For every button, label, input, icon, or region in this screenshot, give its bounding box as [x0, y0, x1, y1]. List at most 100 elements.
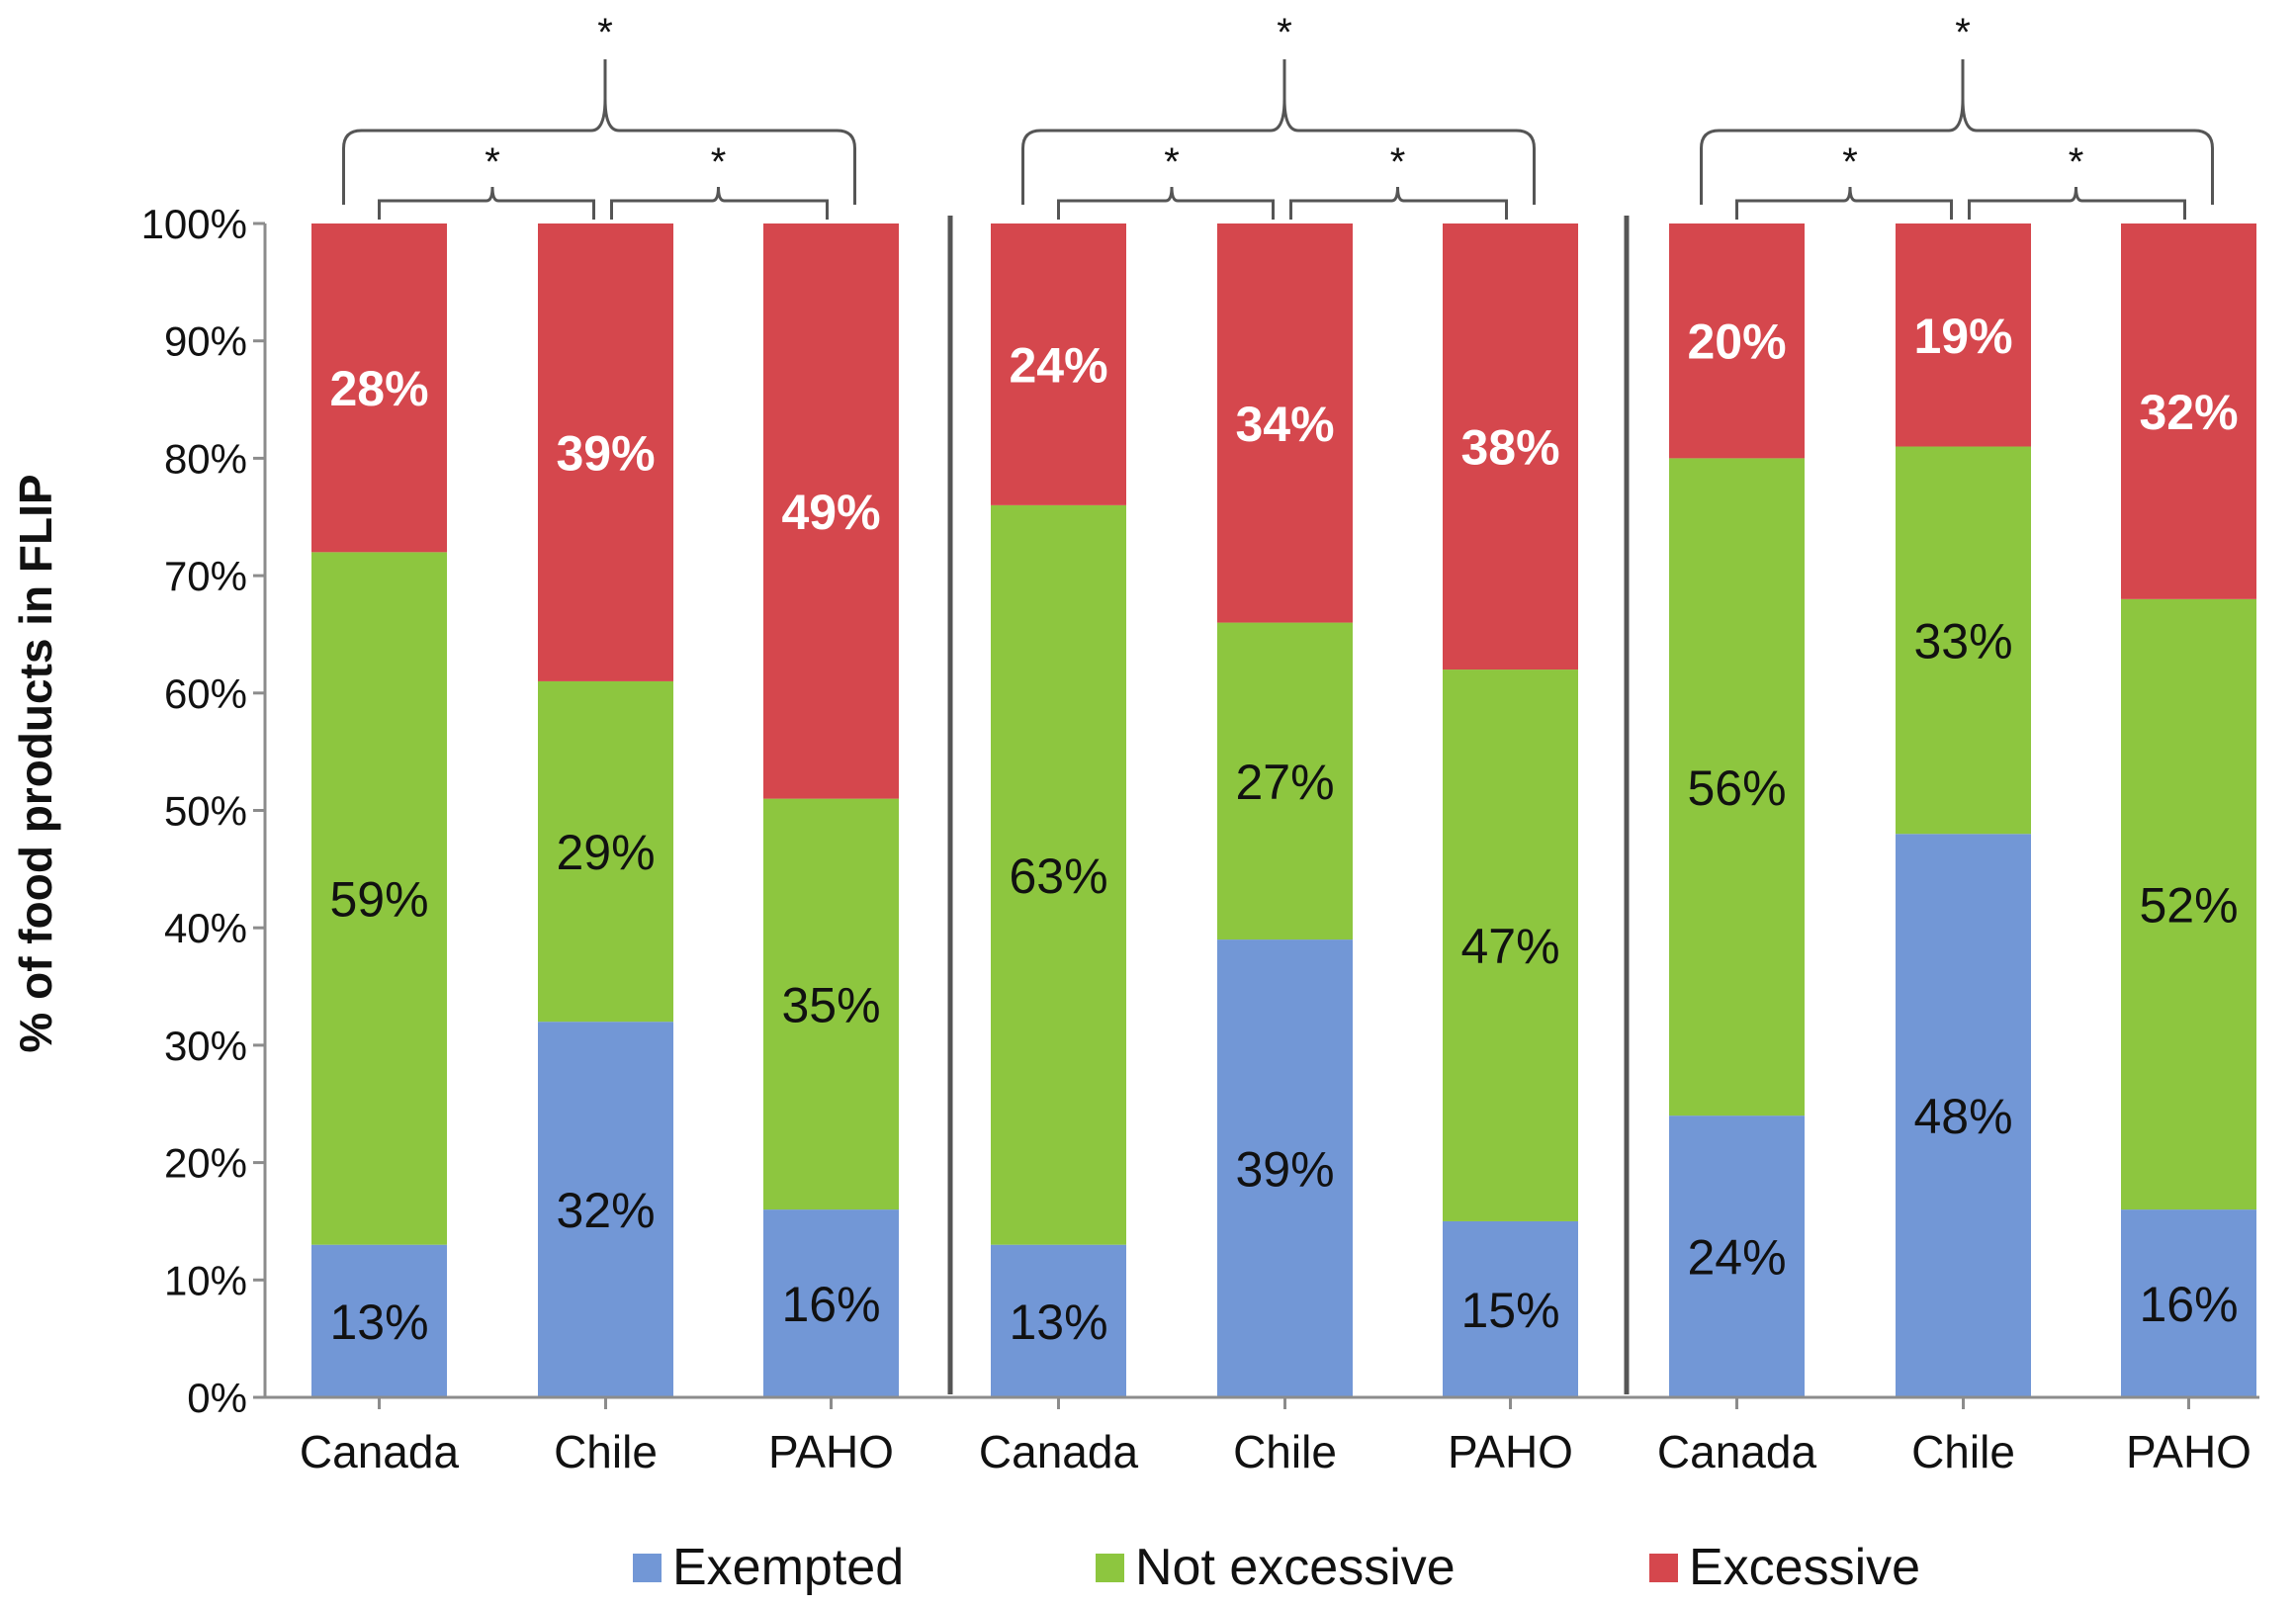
legend: Exempted Not excessive Excessive	[633, 1539, 1920, 1596]
bar-segment-excessive	[991, 223, 1126, 505]
data-label: 33%	[1913, 613, 2012, 669]
y-tick-label: 10%	[164, 1257, 247, 1303]
bar-segment-exempted	[991, 1244, 1126, 1397]
significance-brace	[342, 59, 856, 205]
data-label: 32%	[2139, 385, 2238, 440]
significance-bracket	[1735, 186, 1953, 220]
segment-labels: 13% 59% 28% 32% 29% 39% 16% 35% 49% 13% 63% 24% 39% 2…	[329, 309, 2238, 1350]
significance-star: *	[1842, 140, 1858, 184]
bar-segment-exempted	[311, 1244, 447, 1397]
y-tick-label: 30%	[164, 1023, 247, 1069]
data-label: 63%	[1009, 848, 1107, 904]
x-tick-label: Canada	[1657, 1426, 1817, 1477]
bar-segment-exempted	[1443, 1220, 1578, 1397]
legend-item-not-excessive: Not excessive	[1096, 1539, 1456, 1596]
significance-bracket	[1057, 186, 1275, 220]
bar-segment-not-excessive	[538, 680, 673, 1023]
bar-segment-exempted	[538, 1022, 673, 1397]
bar-segments	[311, 223, 2256, 1397]
bar-segment-excessive	[763, 223, 899, 799]
data-label: 20%	[1687, 314, 1786, 370]
significance-star: *	[1164, 140, 1180, 184]
data-label: 27%	[1235, 755, 1334, 810]
bar-segment-exempted	[763, 1209, 899, 1397]
y-tick-label: 20%	[164, 1140, 247, 1187]
data-label: 39%	[1235, 1142, 1334, 1198]
significance-star: *	[711, 140, 727, 184]
bar-segment-not-excessive	[2121, 598, 2256, 1210]
data-label: 24%	[1009, 337, 1107, 393]
data-label: 29%	[556, 825, 655, 880]
data-label: 13%	[1009, 1295, 1107, 1350]
legend-label: Excessive	[1689, 1539, 1920, 1596]
bar-segment-not-excessive	[763, 798, 899, 1210]
x-tick-label: PAHO	[1448, 1426, 1573, 1477]
y-tick-label: 40%	[164, 905, 247, 951]
data-label: 47%	[1460, 919, 1559, 974]
bar-segment-not-excessive	[311, 552, 447, 1245]
data-label: 19%	[1913, 309, 2012, 364]
data-label: 13%	[329, 1295, 428, 1350]
significance-star: *	[1955, 11, 1971, 54]
x-tick-label: PAHO	[2126, 1426, 2252, 1477]
bar-segment-not-excessive	[1217, 622, 1353, 940]
x-axis: Canada Chile PAHO Canada Chile PAHO Canada Chil…	[265, 1395, 2259, 1477]
bar-segment-not-excessive	[1669, 458, 1805, 1116]
data-label: 39%	[556, 425, 655, 481]
x-tick-label: Chile	[1233, 1426, 1337, 1477]
group-separators	[947, 216, 1630, 1394]
legend-swatch	[1649, 1554, 1678, 1582]
bar-segment-excessive	[1669, 223, 1805, 459]
data-label: 16%	[2139, 1277, 2238, 1332]
bar-segment-exempted	[1896, 834, 2031, 1397]
significance-bracket	[1289, 186, 1508, 220]
significance-star: *	[597, 11, 613, 54]
y-axis-label: % of food products in FLIP	[10, 474, 61, 1052]
data-label: 28%	[329, 361, 428, 416]
y-tick-label: 60%	[164, 670, 247, 717]
significance-star: *	[1390, 140, 1406, 184]
data-label: 52%	[2139, 877, 2238, 933]
bar-segment-excessive	[1217, 223, 1353, 623]
bar-segment-not-excessive	[1443, 670, 1578, 1221]
bar-segment-excessive	[2121, 223, 2256, 599]
y-tick-label: 80%	[164, 435, 247, 482]
legend-label: Not excessive	[1135, 1539, 1456, 1596]
significance-brace	[1021, 59, 1536, 205]
bar-segment-not-excessive	[1896, 446, 2031, 835]
y-tick-label: 50%	[164, 788, 247, 835]
y-axis: 0% 10% 20% 30% 40% 50% 60% 70% 80% 90% 100%	[141, 201, 267, 1421]
x-tick-label: Chile	[554, 1426, 658, 1477]
data-label: 24%	[1687, 1230, 1786, 1286]
x-tick-label: Canada	[979, 1426, 1139, 1477]
x-tick-label: PAHO	[768, 1426, 894, 1477]
data-label: 48%	[1913, 1089, 2012, 1144]
data-label: 35%	[781, 977, 880, 1032]
legend-item-exempted: Exempted	[633, 1539, 904, 1596]
x-tick-label: Chile	[1911, 1426, 2015, 1477]
significance-star: *	[1277, 11, 1292, 54]
legend-swatch	[1096, 1554, 1124, 1582]
data-label: 34%	[1235, 397, 1334, 452]
bar-segment-excessive	[1896, 223, 2031, 447]
y-tick-label: 70%	[164, 553, 247, 599]
data-label: 16%	[781, 1277, 880, 1332]
significance-brackets: * * * * * * * * *	[342, 11, 2214, 220]
significance-star: *	[2069, 140, 2084, 184]
data-label: 15%	[1460, 1283, 1559, 1338]
bar-segment-excessive	[538, 223, 673, 681]
data-label: 56%	[1687, 760, 1786, 816]
data-label: 32%	[556, 1183, 655, 1238]
significance-brace	[1700, 59, 2214, 205]
bar-segment-not-excessive	[991, 504, 1126, 1245]
bar-segment-exempted	[2121, 1209, 2256, 1397]
legend-item-excessive: Excessive	[1649, 1539, 1920, 1596]
bar-segment-exempted	[1217, 939, 1353, 1397]
y-tick-label: 90%	[164, 318, 247, 365]
data-label: 49%	[781, 485, 880, 540]
x-tick-label: Canada	[300, 1426, 460, 1477]
y-tick-label: 100%	[141, 201, 247, 247]
data-label: 59%	[329, 872, 428, 928]
significance-bracket	[610, 186, 829, 220]
